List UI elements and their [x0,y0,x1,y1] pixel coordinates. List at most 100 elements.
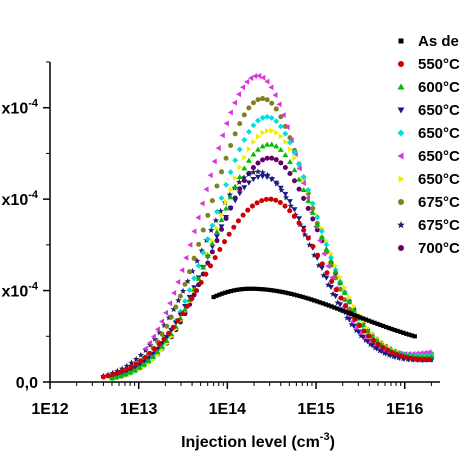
data-point [342,297,348,303]
data-point [235,91,242,98]
data-point [371,337,377,343]
data-point [220,291,225,296]
data-point [338,295,344,301]
data-point [283,290,288,295]
y-tick-label: x10-4 [2,189,39,209]
data-point [314,221,321,227]
data-point [240,174,248,181]
data-point [248,75,254,82]
data-point [274,288,279,294]
data-point [350,323,357,329]
data-point [412,356,418,362]
legend-marker [398,61,404,67]
data-point [213,208,220,215]
data-point [231,288,236,293]
data-point [249,203,255,209]
x-tick-label: 1E13 [120,401,157,418]
data-point [255,117,261,124]
data-point [287,202,294,209]
data-point [384,347,391,353]
data-point [184,303,190,309]
data-point [264,113,271,120]
data-point [223,120,229,127]
data-point [133,361,139,367]
data-point [277,146,284,152]
data-point [189,296,195,302]
data-point [372,320,377,325]
data-point [358,315,363,320]
data-point [245,128,252,135]
data-point [291,213,297,219]
data-point [264,171,271,178]
data-point [221,239,228,245]
data-point [273,106,279,112]
data-point [175,279,181,285]
data-point [300,186,307,192]
data-point [289,291,294,296]
data-point [170,306,177,313]
data-point [282,164,288,170]
data-point [146,339,152,346]
data-point [296,176,303,182]
data-point [168,314,174,320]
legend-marker [397,129,405,137]
legend-item: 700°C [398,240,460,257]
data-point [273,197,279,203]
data-point [127,369,134,375]
data-point [401,330,406,335]
data-point [260,74,266,81]
data-point [266,287,271,292]
data-point [114,370,120,376]
data-point [273,157,279,163]
data-point [347,294,353,301]
data-point [323,241,330,248]
data-point [251,286,256,291]
data-point [223,199,230,206]
data-point [260,287,265,292]
data-point [329,274,335,281]
legend-label: 650°C [418,125,460,142]
data-point [277,185,284,191]
data-point [182,281,188,287]
data-point [389,326,394,332]
data-point [246,146,252,152]
legend-label: 675°C [418,217,460,234]
legend-item: As de [398,33,459,50]
data-point [236,178,243,185]
data-point [152,346,158,352]
data-point [318,265,325,271]
data-point [277,123,284,130]
data-point [240,212,246,218]
data-point [186,287,193,294]
data-point [254,168,262,175]
legend-label: 650°C [418,148,460,165]
data-point [259,143,266,149]
data-point [167,300,173,307]
data-point [219,132,225,139]
data-point [250,100,256,106]
data-point [248,286,254,291]
data-point [211,158,217,165]
data-point [211,294,216,300]
data-point [333,262,339,269]
x-tick-label: 1E15 [297,401,334,418]
data-point [273,180,280,186]
data-point [328,257,334,263]
data-point [398,353,405,359]
data-point [309,297,314,302]
data-point [278,160,284,166]
data-point [291,207,298,213]
data-point [182,306,188,312]
x-tick-label: 1E16 [386,401,423,418]
data-point [223,215,230,221]
data-point [250,151,257,157]
data-point [232,131,238,137]
data-point [215,145,221,152]
data-point [355,329,362,335]
data-point [179,287,187,294]
data-point [187,269,193,275]
series-675c [109,96,434,380]
data-point [309,200,316,207]
data-point [373,346,380,352]
data-point [260,96,266,102]
